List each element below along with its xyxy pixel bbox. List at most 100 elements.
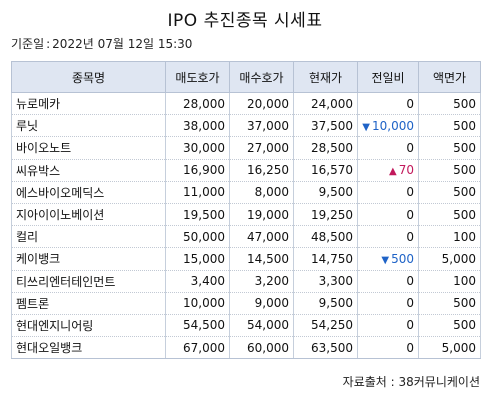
table-row: 지아이이노베이션 19,500 19,000 19,250 0 500 [11, 203, 481, 227]
stock-name-cell: 티쓰리엔터테인먼트 [11, 270, 166, 293]
current-price-cell: 14,750 [293, 247, 358, 271]
current-price-cell: 24,000 [293, 92, 358, 116]
face-value-cell: 5,000 [418, 336, 481, 360]
ask-price-cell: 16,900 [165, 159, 230, 182]
table-row: 현대오일뱅크 67,000 60,000 63,500 0 5,000 [11, 336, 481, 360]
bid-price-cell: 8,000 [229, 181, 294, 204]
bid-price-cell: 37,000 [229, 114, 294, 138]
face-value-cell: 500 [418, 314, 481, 338]
ask-price-cell: 54,500 [165, 314, 230, 338]
face-value-cell: 500 [418, 181, 481, 204]
change-cell: ▼ 10,000 [357, 114, 419, 138]
current-price-cell: 28,500 [293, 136, 358, 160]
change-cell: ▼ 500 [357, 247, 419, 271]
table-row: 컬리 50,000 47,000 48,500 0 100 [11, 225, 481, 249]
bid-price-cell: 47,000 [229, 225, 294, 249]
stock-name-cell: 지아이이노베이션 [11, 203, 166, 227]
table-row: 티쓰리엔터테인먼트 3,400 3,200 3,300 0 100 [11, 270, 481, 293]
quotes-table: 종목명 매도호가 매수호가 현재가 전일비 액면가 뉴로메카 28,000 20,0… [11, 61, 481, 360]
stock-name-cell: 바이오노트 [11, 136, 166, 160]
header-change: 전일비 [357, 61, 419, 93]
table-row: 케이뱅크 15,000 14,500 14,750 ▼ 500 5,000 [11, 247, 481, 271]
stock-name-cell: 케이뱅크 [11, 247, 166, 271]
table-body: 뉴로메카 28,000 20,000 24,000 0 500 루닛 38,000 37,000… [11, 92, 481, 360]
table-row: 뉴로메카 28,000 20,000 24,000 0 500 [11, 92, 481, 116]
bid-price-cell: 60,000 [229, 336, 294, 360]
ask-price-cell: 10,000 [165, 292, 230, 315]
reference-date: 기준일:2022년 07월 12일 15:30 [11, 35, 192, 52]
bid-price-cell: 54,000 [229, 314, 294, 338]
bid-price-cell: 19,000 [229, 203, 294, 227]
table-row: 루닛 38,000 37,000 37,500 ▼ 10,000 500 [11, 114, 481, 138]
header-ask-price: 매도호가 [165, 61, 230, 93]
bid-price-cell: 14,500 [229, 247, 294, 271]
change-value: 70 [398, 163, 414, 178]
ask-price-cell: 28,000 [165, 92, 230, 116]
triangle-down-icon: ▼ [362, 121, 370, 133]
stock-name-cell: 루닛 [11, 114, 166, 138]
ask-price-cell: 50,000 [165, 225, 230, 249]
stock-name-cell: 뉴로메카 [11, 92, 166, 116]
date-separator: : [46, 37, 51, 51]
date-label: 기준일 [11, 37, 45, 51]
table-header-row: 종목명 매도호가 매수호가 현재가 전일비 액면가 [11, 61, 481, 93]
header-bid-price: 매수호가 [229, 61, 294, 93]
face-value-cell: 500 [418, 136, 481, 160]
bid-price-cell: 27,000 [229, 136, 294, 160]
header-current-price: 현재가 [293, 61, 358, 93]
bid-price-cell: 20,000 [229, 92, 294, 116]
face-value-cell: 500 [418, 203, 481, 227]
date-value: 2022년 07월 12일 15:30 [52, 37, 193, 51]
table-row: 펨트론 10,000 9,000 9,500 0 500 [11, 292, 481, 315]
change-cell: 0 [357, 292, 419, 315]
face-value-cell: 500 [418, 292, 481, 315]
current-price-cell: 3,300 [293, 270, 358, 293]
change-cell: 0 [357, 203, 419, 227]
ask-price-cell: 15,000 [165, 247, 230, 271]
ask-price-cell: 3,400 [165, 270, 230, 293]
table-row: 에스바이오메딕스 11,000 8,000 9,500 0 500 [11, 181, 481, 204]
bid-price-cell: 3,200 [229, 270, 294, 293]
change-cell: ▲ 70 [357, 159, 419, 182]
current-price-cell: 16,570 [293, 159, 358, 182]
header-stock-name: 종목명 [11, 61, 166, 93]
table-row: 바이오노트 30,000 27,000 28,500 0 500 [11, 136, 481, 160]
change-cell: 0 [357, 181, 419, 204]
triangle-down-icon: ▼ [381, 254, 390, 266]
change-cell: 0 [357, 314, 419, 338]
current-price-cell: 9,500 [293, 181, 358, 204]
change-value: 500 [391, 251, 414, 266]
current-price-cell: 63,500 [293, 336, 358, 360]
face-value-cell: 100 [418, 225, 481, 249]
current-price-cell: 48,500 [293, 225, 358, 249]
current-price-cell: 37,500 [293, 114, 358, 138]
triangle-up-icon: ▲ [389, 166, 397, 178]
change-value: 10,000 [372, 118, 414, 133]
ask-price-cell: 38,000 [165, 114, 230, 138]
face-value-cell: 500 [418, 159, 481, 182]
page-title: IPO 추진종목 시세표 [167, 11, 323, 31]
stock-name-cell: 펨트론 [11, 292, 166, 315]
header-face-value: 액면가 [418, 61, 481, 93]
ask-price-cell: 11,000 [165, 181, 230, 204]
stock-name-cell: 에스바이오메딕스 [11, 181, 166, 204]
face-value-cell: 100 [418, 270, 481, 293]
change-cell: 0 [357, 136, 419, 160]
current-price-cell: 9,500 [293, 292, 358, 315]
change-cell: 0 [357, 336, 419, 360]
stock-name-cell: 현대엔지니어링 [11, 314, 166, 338]
ask-price-cell: 19,500 [165, 203, 230, 227]
current-price-cell: 54,250 [293, 314, 358, 338]
stock-name-cell: 현대오일뱅크 [11, 336, 166, 360]
bid-price-cell: 9,000 [229, 292, 294, 315]
face-value-cell: 500 [418, 92, 481, 116]
ask-price-cell: 67,000 [165, 336, 230, 360]
change-cell: 0 [357, 92, 419, 116]
stock-name-cell: 컬리 [11, 225, 166, 249]
source-note: 자료출처 : 38커뮤니케이션 [342, 375, 480, 389]
face-value-cell: 5,000 [418, 247, 481, 271]
change-cell: 0 [357, 270, 419, 293]
face-value-cell: 500 [418, 114, 481, 138]
current-price-cell: 19,250 [293, 203, 358, 227]
